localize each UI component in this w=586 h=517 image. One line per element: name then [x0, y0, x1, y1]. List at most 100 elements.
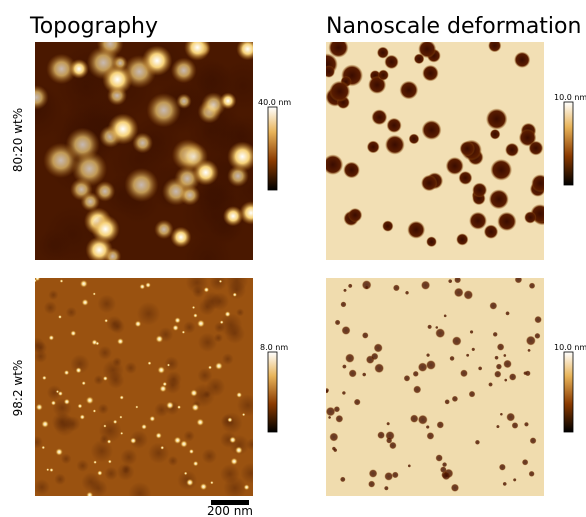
texture: [171, 58, 197, 84]
texture: [135, 405, 138, 408]
texture: [93, 460, 97, 464]
texture: [160, 446, 164, 450]
texture: [377, 431, 385, 439]
texture: [219, 280, 222, 283]
texture: [244, 484, 250, 490]
texture: [37, 229, 70, 262]
colorbar: [564, 352, 573, 432]
texture: [374, 363, 384, 373]
texture: [378, 70, 389, 81]
texture: [496, 364, 502, 370]
texture: [120, 395, 124, 399]
texture: [497, 212, 516, 231]
texture: [469, 212, 487, 230]
column-title: Topography: [29, 14, 158, 39]
texture: [437, 421, 444, 428]
texture: [384, 472, 393, 481]
texture: [392, 472, 399, 479]
texture: [49, 468, 53, 472]
texture: [505, 311, 509, 315]
texture: [142, 45, 173, 76]
texture: [371, 109, 387, 125]
texture: [530, 437, 537, 444]
texture: [119, 416, 122, 419]
texture: [488, 39, 501, 52]
texture: [49, 335, 55, 341]
texture: [529, 471, 535, 477]
texture: [189, 449, 194, 454]
texture: [387, 118, 402, 133]
texture: [469, 391, 476, 398]
texture: [157, 366, 165, 374]
texture: [97, 294, 116, 313]
texture: [426, 236, 437, 247]
texture: [93, 292, 96, 295]
texture: [215, 362, 223, 370]
texture: [513, 478, 517, 482]
texture: [389, 442, 396, 449]
texture: [435, 326, 438, 329]
texture: [107, 439, 111, 443]
texture: [466, 354, 469, 357]
texture: [222, 353, 234, 365]
texture: [156, 335, 164, 343]
texture: [230, 458, 237, 465]
texture: [399, 81, 418, 100]
texture: [503, 360, 511, 368]
texture: [456, 233, 468, 245]
texture: [410, 415, 418, 423]
texture: [117, 338, 124, 345]
afm-image: [29, 269, 261, 505]
texture: [70, 330, 76, 336]
texture: [436, 454, 443, 461]
texture: [209, 273, 227, 291]
texture: [514, 52, 530, 68]
texture: [30, 436, 43, 449]
texture: [98, 346, 112, 360]
texture: [354, 399, 361, 406]
texture: [442, 472, 450, 480]
texture: [183, 430, 194, 441]
texture: [141, 424, 147, 430]
texture: [72, 151, 107, 186]
texture: [191, 404, 199, 412]
texture: [323, 65, 335, 77]
texture: [534, 333, 540, 339]
column-title: Nanoscale deformation: [326, 14, 581, 39]
texture: [104, 319, 108, 323]
texture: [343, 162, 360, 179]
texture: [452, 336, 461, 345]
texture: [41, 446, 45, 450]
texture: [407, 221, 425, 239]
texture: [342, 326, 351, 335]
texture: [345, 353, 354, 362]
texture: [422, 65, 439, 82]
texture: [99, 419, 122, 442]
texture: [385, 431, 394, 440]
texture: [78, 404, 83, 409]
texture: [33, 279, 36, 282]
texture: [183, 321, 195, 333]
texture: [471, 348, 475, 352]
texture: [184, 34, 210, 60]
texture: [489, 189, 509, 209]
colorbar: [268, 352, 277, 432]
texture: [382, 220, 393, 231]
texture: [128, 482, 151, 505]
texture: [450, 356, 455, 361]
texture: [29, 337, 45, 353]
texture: [333, 448, 337, 452]
texture: [167, 363, 170, 366]
texture: [148, 442, 169, 463]
texture: [486, 108, 508, 130]
texture: [42, 376, 47, 381]
texture: [239, 201, 262, 224]
texture: [451, 484, 459, 492]
texture: [349, 369, 357, 377]
texture: [236, 38, 259, 61]
texture: [446, 157, 464, 175]
texture: [348, 208, 362, 222]
texture: [454, 276, 461, 283]
texture: [182, 331, 185, 334]
texture: [124, 168, 158, 202]
